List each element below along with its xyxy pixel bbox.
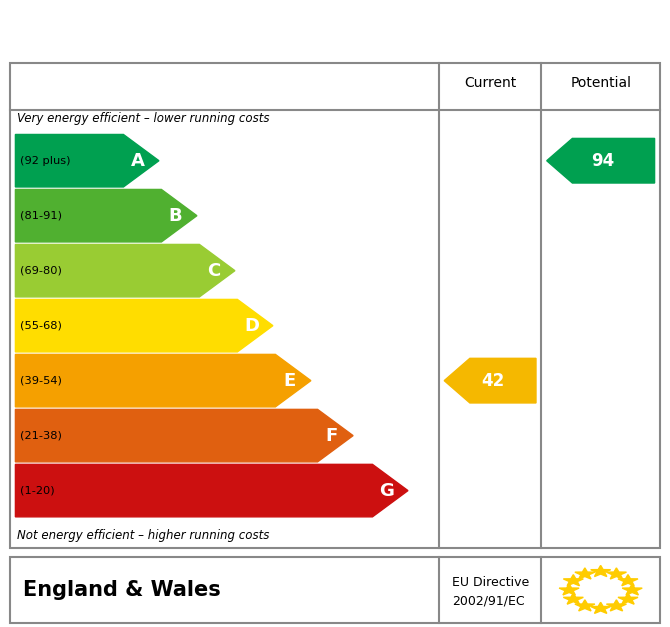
Polygon shape: [444, 358, 536, 403]
Text: (69-80): (69-80): [20, 266, 62, 276]
Text: (55-68): (55-68): [20, 320, 62, 330]
Text: (81-91): (81-91): [20, 211, 62, 221]
Polygon shape: [606, 568, 626, 579]
Polygon shape: [591, 603, 610, 613]
Polygon shape: [575, 568, 595, 579]
Text: England & Wales: England & Wales: [23, 580, 221, 600]
Text: F: F: [326, 426, 338, 445]
Text: E: E: [283, 372, 295, 389]
Text: (92 plus): (92 plus): [20, 155, 70, 166]
Polygon shape: [15, 409, 353, 462]
Polygon shape: [606, 600, 626, 611]
Polygon shape: [15, 465, 408, 517]
Text: Energy Efficiency Rating: Energy Efficiency Rating: [143, 15, 527, 43]
Polygon shape: [15, 354, 311, 407]
Polygon shape: [547, 139, 655, 183]
Polygon shape: [559, 584, 579, 595]
Text: B: B: [169, 207, 182, 224]
Text: 2002/91/EC: 2002/91/EC: [452, 594, 525, 608]
Polygon shape: [622, 584, 643, 595]
Text: D: D: [244, 317, 259, 335]
Polygon shape: [618, 593, 638, 604]
Polygon shape: [15, 300, 273, 352]
Text: Not energy efficient – higher running costs: Not energy efficient – higher running co…: [17, 529, 269, 542]
Text: Very energy efficient – lower running costs: Very energy efficient – lower running co…: [17, 112, 269, 125]
Polygon shape: [618, 574, 638, 586]
Text: Potential: Potential: [570, 76, 631, 90]
Text: EU Directive: EU Directive: [452, 576, 529, 589]
Polygon shape: [575, 600, 595, 611]
Text: Current: Current: [464, 76, 516, 90]
Polygon shape: [15, 134, 159, 187]
Text: 94: 94: [592, 152, 615, 170]
Text: (39-54): (39-54): [20, 376, 62, 386]
Text: 42: 42: [481, 372, 505, 389]
Bar: [10, 557, 660, 623]
Text: (1-20): (1-20): [20, 485, 55, 495]
Polygon shape: [563, 593, 584, 604]
Text: G: G: [379, 482, 394, 500]
Text: (21-38): (21-38): [20, 431, 62, 441]
Text: A: A: [131, 152, 145, 170]
Polygon shape: [563, 574, 584, 586]
Polygon shape: [591, 566, 610, 577]
Polygon shape: [15, 189, 197, 242]
Text: C: C: [207, 261, 220, 280]
Polygon shape: [15, 245, 235, 297]
